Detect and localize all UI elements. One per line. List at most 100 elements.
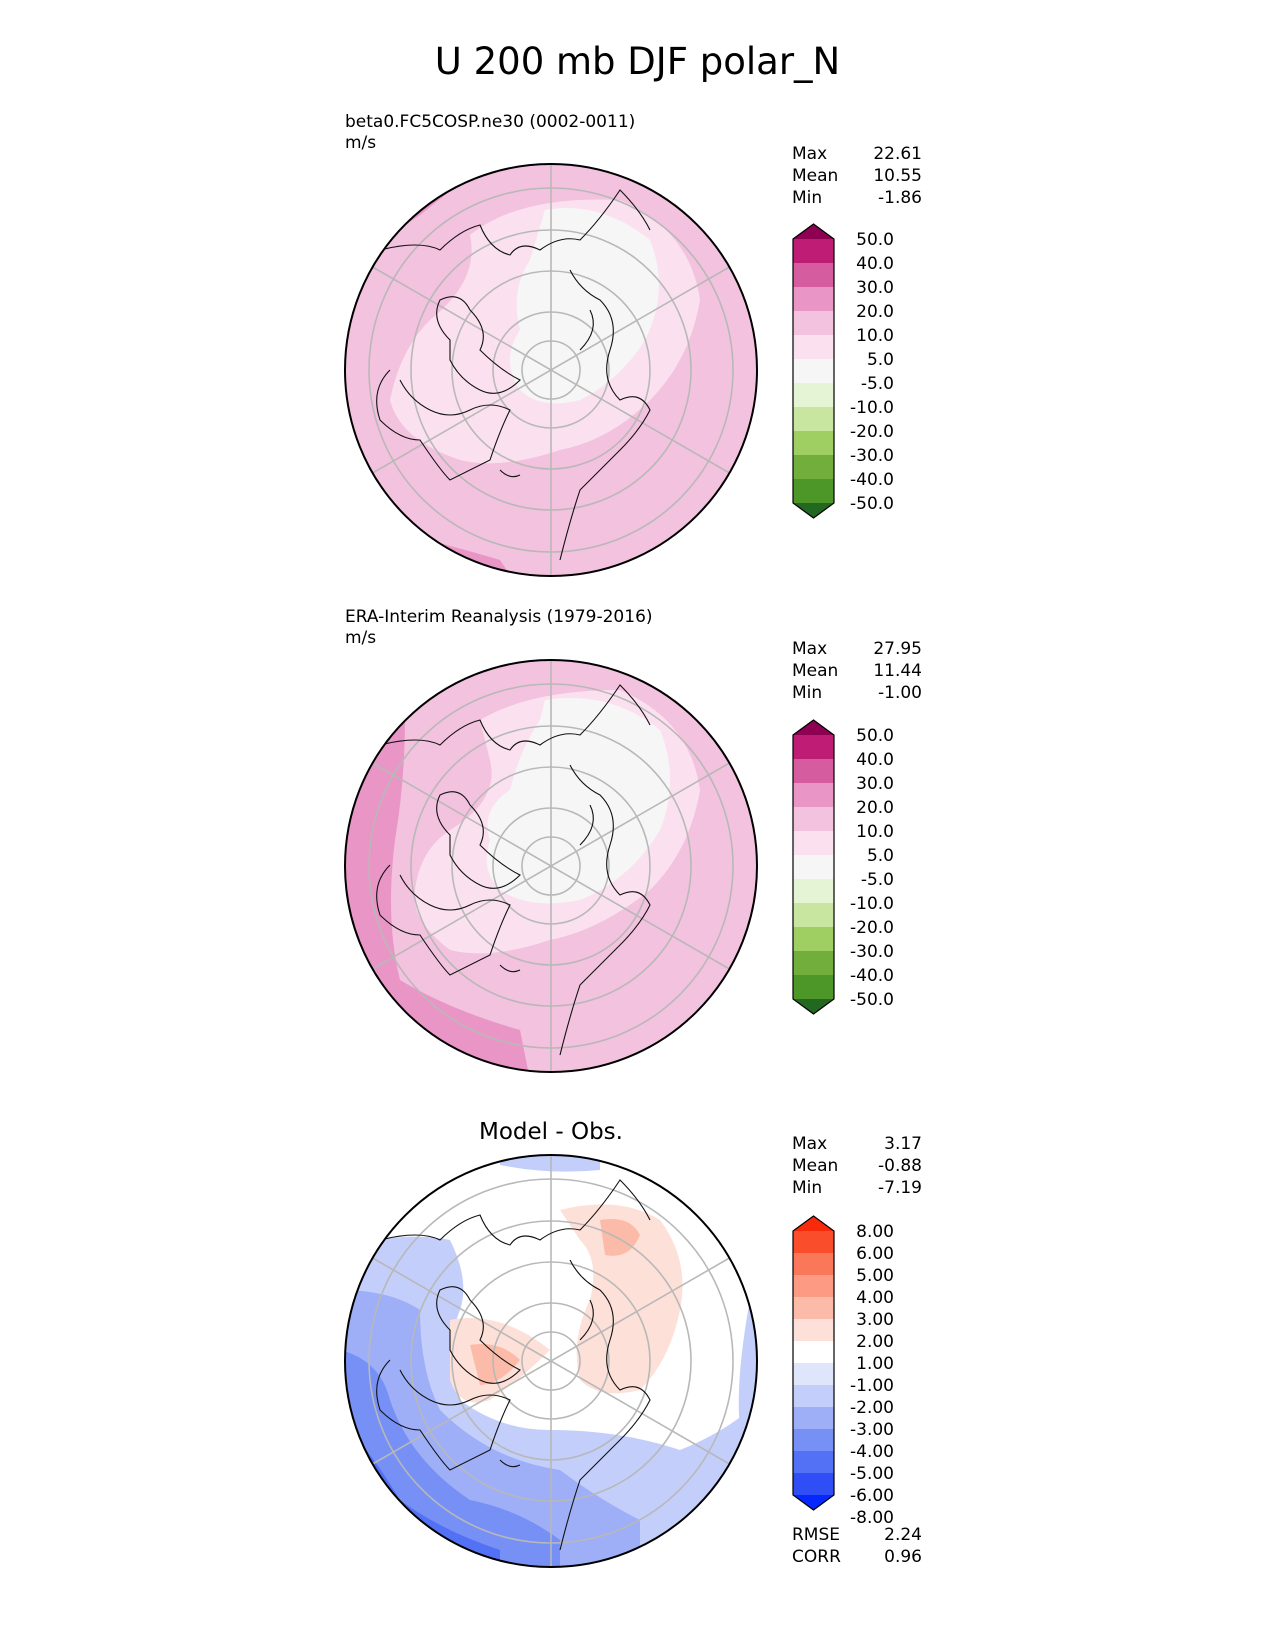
panel-3-colorbar-extend-bottom [793,1495,834,1510]
panel-1-colorbar-tick-label: -30.0 [850,446,894,466]
panel-2-colorbar-tick-label: 5.0 [867,846,894,866]
panel-1-colorbar-segment [793,359,834,384]
panel-1-subtitle: beta0.FC5COSP.ne30 (0002-0011) [345,112,636,132]
panel-3-colorbar-segment [793,1385,834,1408]
panel-1-coast-east [559,269,651,561]
panel-1-colorbar-tick-label: 30.0 [856,278,894,298]
panel-1-coast-west-land [376,369,511,481]
panel-3-title: Model - Obs. [479,1119,623,1145]
panel-2-meridian-120 [372,762,730,970]
panel-3-colorbar-segment [793,1253,834,1276]
panel-1-coast-island [579,309,594,351]
panel-3-contour-pos-east-core [600,1219,640,1256]
panel-2-colorbar-segment [793,903,834,928]
panel-2-max-label: Max [792,639,828,659]
panel-3-colorbar-extend-top [793,1216,834,1231]
panel-1-colorbar-tick-label: 40.0 [856,254,894,274]
panel-2-min-value: -1.00 [878,683,922,703]
panel-1-coast-archipelago [436,296,521,394]
panel-1-contour-calm [510,208,659,404]
panel-2-colorbar-tick-label: -10.0 [850,894,894,914]
panel-3-colorbar-segment [793,1473,834,1496]
panel-3-contour-pos-center-core [470,1344,520,1385]
panel-1-colorbar-segment [793,335,834,360]
panel-2-map-boundary [344,659,758,1073]
panel-3-map [344,1154,758,1568]
panel-1-colorbar-segment [793,263,834,288]
panel-1-colorbar-extend-top [793,224,834,239]
panel-1-coastlines [376,189,651,561]
panel-1-mean-label: Mean [792,166,839,186]
panel-1-colorbar-tick-label: 50.0 [856,230,894,250]
panel-3-min-label: Min [792,1178,823,1198]
panel-2-map [344,659,758,1073]
panel-3-extra-stats: RMSE 2.24 CORR 0.96 [792,1524,922,1568]
panel-3-colorbar-tick-label: 2.00 [856,1332,894,1352]
panel-2-graticule [368,660,734,1072]
panel-1-min-label: Min [792,188,823,208]
panel-2-coast-island [579,804,594,846]
panel-3-colorbar-tick-label: -2.00 [850,1398,894,1418]
panel-3-colorbar-segment [793,1451,834,1474]
panel-1-min-value: -1.86 [878,188,922,208]
panel-1-colorbar-extend-bottom [793,503,834,518]
panel-3-colorbar-segment [793,1297,834,1320]
panel-1-colorbar-segment [793,479,834,504]
panel-3-colorbar-outline [792,1215,835,1511]
panel-3-colorbar-tick-label: -1.00 [850,1376,894,1396]
panel-3-colorbar-tick-label: 5.00 [856,1266,894,1286]
panel-2-coast-north [379,684,651,751]
panel-1-colorbar-tick-label: 5.0 [867,350,894,370]
panel-1-colorbar-segment [793,287,834,312]
panel-1-units: m/s [345,133,377,153]
panel-2-units: m/s [345,628,377,648]
panel-3-colorbar-segment [793,1275,834,1298]
panel-2-mean-label: Mean [792,661,839,681]
panel-2-colorbar-segment [793,975,834,1000]
panel-1-colorbar-outline [792,223,835,519]
panel-2-mean-value: 11.44 [873,661,922,681]
panel-1-colorbar-segment [793,311,834,336]
panel-1-graticule [368,164,734,576]
panel-3-colorbar-tick-label: -3.00 [850,1420,894,1440]
panel-3-colorbar: 8.006.005.004.003.002.001.00-1.00-2.00-3… [792,1215,894,1528]
panel-3-graticule [368,1155,734,1567]
panel-3-coast-north [379,1179,651,1246]
panel-2-colorbar-segment [793,855,834,880]
panel-2-colorbar-segment [793,735,834,760]
panel-1-colorbar-tick-label: -40.0 [850,470,894,490]
panel-2-header: ERA-Interim Reanalysis (1979-2016) m/s [345,607,653,649]
panel-3-colorbar-segment [793,1429,834,1452]
panel-2-coastlines [376,684,651,1056]
panel-2-colorbar: 50.0 40.0 30.0 20.0 10.0 5.0 -5.0 -10.0 -20.0 -30… [792,719,894,1015]
panel-1-stats: Max 22.61 Mean 10.55 Min -1.86 [792,143,922,209]
panel-2-coast-east [559,764,651,1056]
panel-3-contour-pos-east [560,1204,683,1394]
panel-3-colorbar-tick-label: -8.00 [850,1508,894,1528]
panel-1-colorbar-tick-label: 20.0 [856,302,894,322]
panel-2-colorbar-tick-label: 30.0 [856,774,894,794]
panel-3-min-value: -7.19 [878,1178,922,1198]
panel-2-colorbar-segment [793,879,834,904]
panel-1-colorbar-segment [793,383,834,408]
panel-2-stats: Max 27.95 Mean 11.44 Min -1.00 [792,638,922,704]
panel-2-colorbar-extend-top [793,720,834,735]
panel-2-min-label: Min [792,683,823,703]
panel-3-colorbar-tick-label: -4.00 [850,1442,894,1462]
panel-3-coast-archipelago [436,1286,521,1384]
panel-2-colorbar-segment [793,783,834,808]
panel-2-colorbar-tick-label: -20.0 [850,918,894,938]
panel-2-colorbar-tick-label: -5.0 [861,870,894,890]
panel-1-map-boundary [344,163,758,577]
panel-1-max-value: 22.61 [873,144,922,164]
panel-2-colorbar-segment [793,927,834,952]
panel-3-colorbar-segment [793,1319,834,1342]
panel-2-colorbar-tick-label: -40.0 [850,966,894,986]
panel-2-colorbar-tick-label: 20.0 [856,798,894,818]
panel-2-colorbar-tick-label: 10.0 [856,822,894,842]
panel-3-mean-label: Mean [792,1156,839,1176]
panel-1-colorbar-segment [793,239,834,264]
panel-2-colorbar-segment [793,951,834,976]
panel-2-subtitle: ERA-Interim Reanalysis (1979-2016) [345,607,653,627]
